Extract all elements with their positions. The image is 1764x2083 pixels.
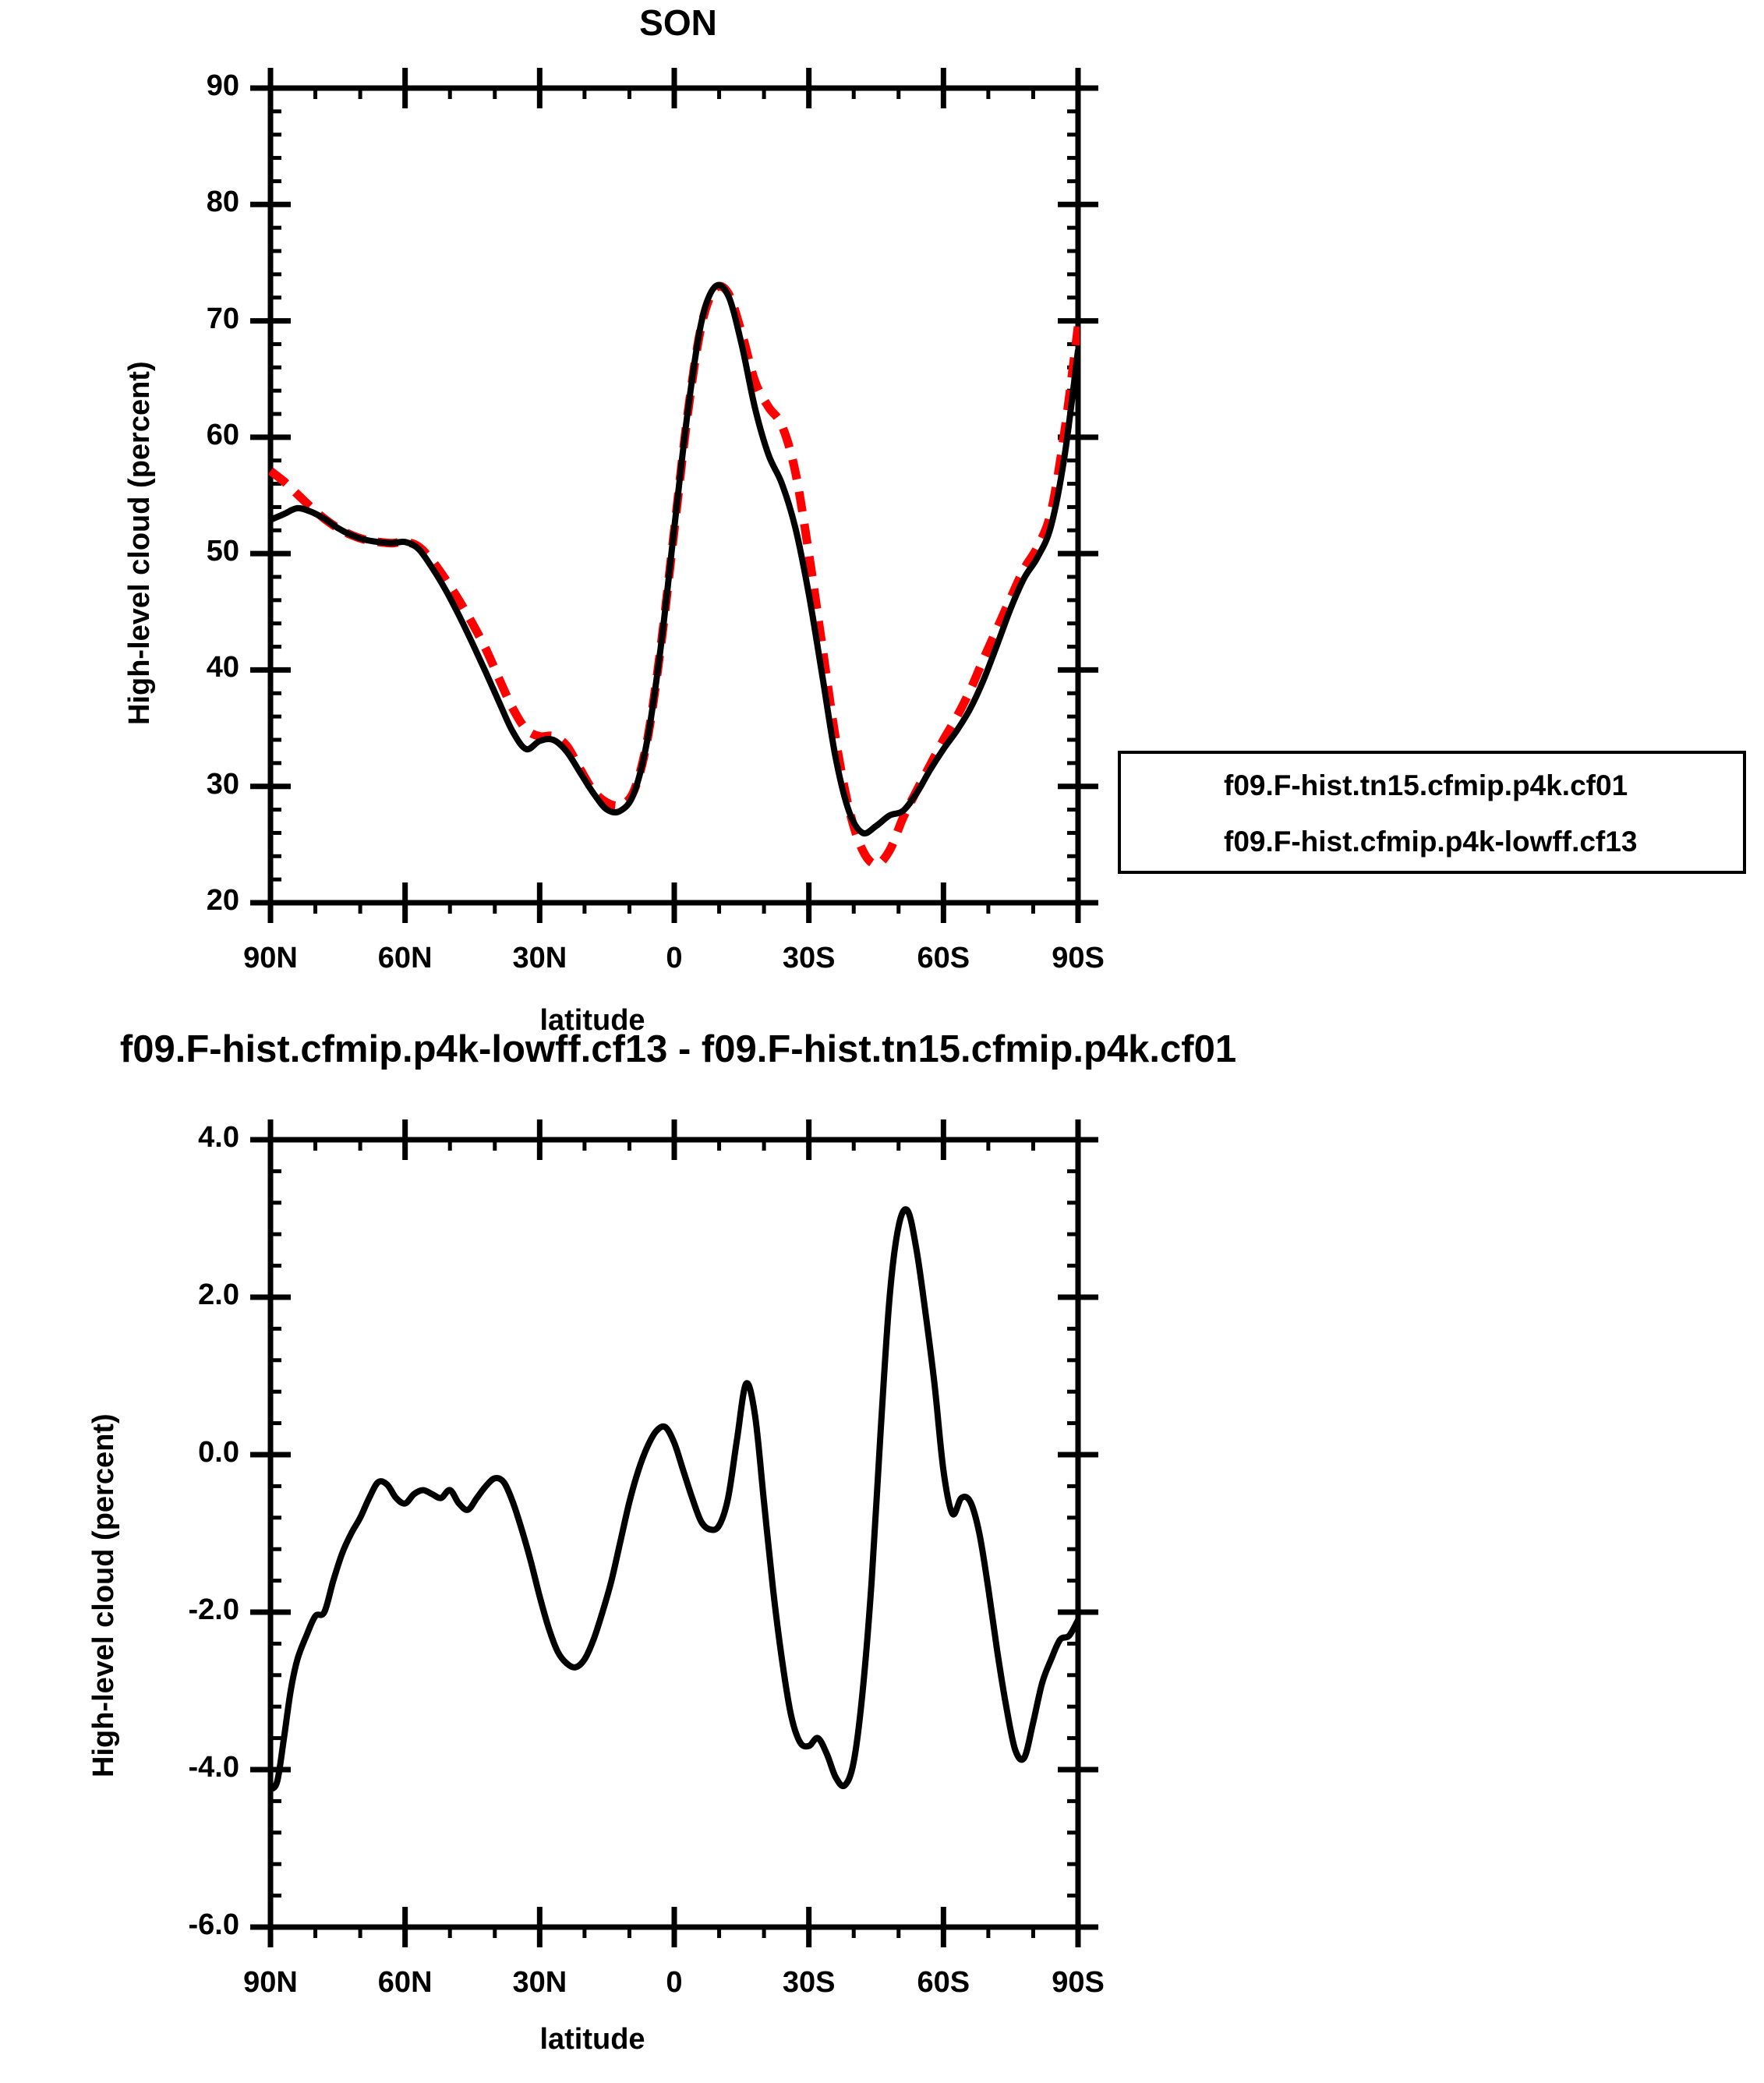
y-tick-label: 60 [206,418,239,451]
x-tick-label: 90N [243,1966,298,1999]
x-tick-label: 30N [512,1966,567,1999]
x-tick-label: 0 [666,1966,683,1999]
x-tick-label: 90S [1052,942,1105,974]
x-tick-label: 0 [666,942,683,974]
x-tick-label: 90S [1052,1966,1105,1999]
y-tick-label: 80 [206,186,239,219]
series-line [269,281,1080,837]
series-line [269,281,1080,869]
y-tick-label: 4.0 [198,1121,239,1154]
y-tick-label: 0.0 [198,1436,239,1469]
x-tick-label: 60N [377,942,433,974]
x-tick-label: 60N [377,1966,433,1999]
y-tick-label: 2.0 [198,1278,239,1311]
legend-label-0: f09.F-hist.tn15.cfmip.p4k.cf01 [1224,769,1628,801]
y-tick-label: 40 [206,651,239,684]
legend-entry-1: f09.F-hist.cfmip.p4k-lowff.cf13 [1132,824,1637,858]
top-panel-title: SON [639,2,717,43]
x-tick-label: 30S [782,942,836,974]
legend: f09.F-hist.tn15.cfmip.p4k.cf01 f09.F-his… [1118,751,1746,874]
difference-panel-title: f09.F-hist.cfmip.p4k-lowff.cf13 - f09.F-… [119,1028,1237,1070]
x-tick-label: 30S [782,1966,836,1999]
x-tick-label: 30N [512,942,567,974]
series-line [269,1206,1080,1792]
x-tick-label: 60S [917,942,970,974]
legend-label-1: f09.F-hist.cfmip.p4k-lowff.cf13 [1224,825,1638,858]
y-tick-label: -6.0 [188,1908,239,1941]
y-tick-label: 20 [206,884,239,917]
top-panel: SON High-level cloud (percent) latitude … [123,2,1746,1037]
legend-entry-0: f09.F-hist.tn15.cfmip.p4k.cf01 [1132,768,1628,802]
x-tick-label: 90N [243,942,298,974]
x-tick-label: 60S [917,1966,970,1999]
top-panel-x-axis-label: latitude [539,1004,645,1037]
y-tick-label: 50 [206,535,239,568]
difference-panel-plot [250,1119,1098,1947]
difference-panel-x-axis-label: latitude [539,2023,645,2056]
y-tick-label: 30 [206,767,239,801]
y-tick-label: -2.0 [188,1593,239,1626]
y-tick-label: 70 [206,302,239,335]
difference-panel: High-level cloud (percent) latitude -6.0… [0,1076,1764,2083]
top-panel-plot [250,68,1098,923]
y-tick-label: -4.0 [188,1751,239,1784]
y-tick-label: 90 [206,69,239,102]
